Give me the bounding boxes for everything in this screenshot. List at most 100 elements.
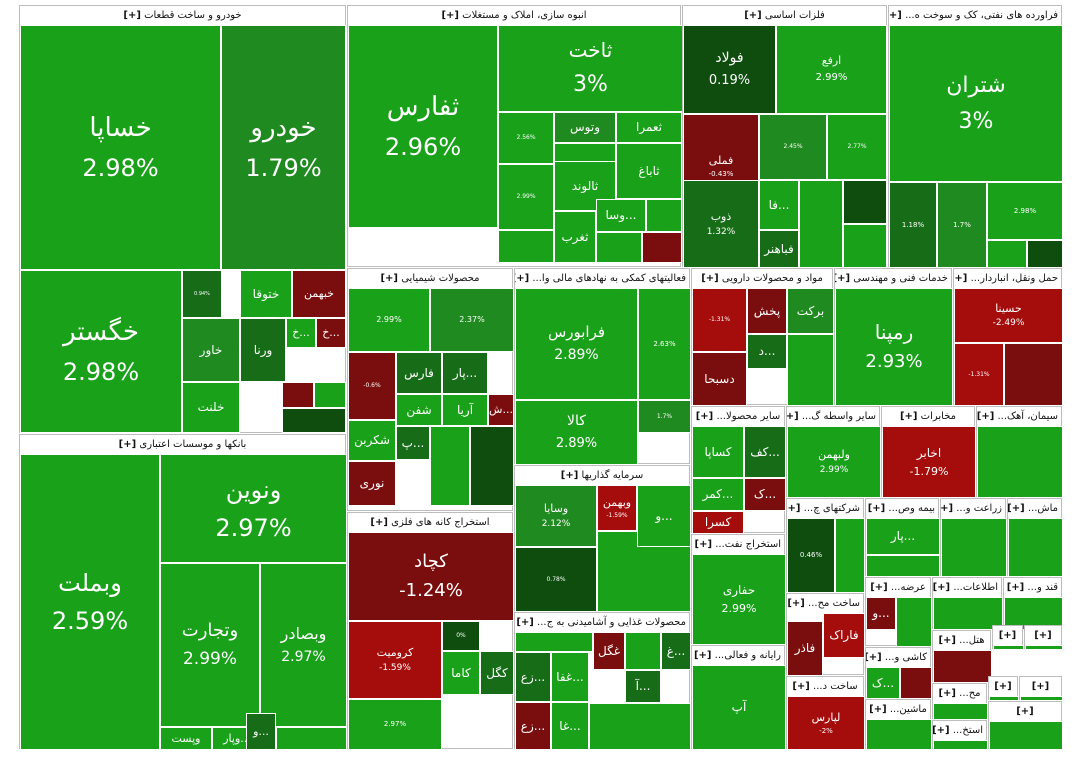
stock-tile[interactable]: خبهمن	[292, 270, 346, 318]
stock-tile[interactable]: کسرا	[692, 511, 744, 534]
expand-sector-button[interactable]: [+]	[869, 704, 887, 715]
expand-sector-button[interactable]: [+]	[1034, 630, 1052, 641]
stock-tile[interactable]: لپارس -2%	[787, 696, 865, 750]
stock-tile[interactable]: رمپنا 2.93%	[835, 288, 953, 406]
stock-tile[interactable]: ونوین 2.97%	[160, 454, 347, 563]
expand-sector-button[interactable]: [+]	[870, 582, 888, 593]
stock-tile[interactable]: فاراک	[823, 613, 865, 658]
stock-tile[interactable]: 2.97%	[348, 699, 442, 750]
expand-sector-button[interactable]: [+]	[954, 273, 968, 284]
expand-sector-button[interactable]: [+]	[866, 652, 882, 663]
stock-tile[interactable]: فرابورس 2.89%	[515, 288, 638, 400]
stock-tile[interactable]: فولاد 0.19%	[683, 25, 776, 114]
stock-tile[interactable]: 2.45%	[759, 114, 827, 180]
stock-tile[interactable]: وسا...	[596, 199, 646, 232]
expand-sector-button[interactable]: [+]	[744, 10, 762, 21]
stock-tile[interactable]: 2.99%	[498, 164, 554, 230]
expand-sector-button[interactable]: [+]	[694, 539, 713, 550]
expand-sector-button[interactable]: [+]	[370, 517, 388, 528]
expand-sector-button[interactable]: [+]	[560, 470, 579, 481]
expand-sector-button[interactable]: [+]	[1008, 503, 1025, 514]
expand-sector-button[interactable]: [+]	[1016, 706, 1034, 717]
stock-tile[interactable]: 2.63%	[638, 288, 691, 400]
stock-tile[interactable]: خ...	[286, 318, 316, 348]
stock-tile[interactable]: فارس	[396, 352, 442, 394]
stock-tile[interactable]: خودرو 1.79%	[221, 25, 346, 270]
stock-tile[interactable]: خگستر 2.98%	[20, 270, 182, 433]
stock-tile[interactable]: دسبحا	[692, 352, 747, 406]
stock-tile[interactable]: ثاباغ	[616, 143, 682, 199]
stock-tile[interactable]: کف...	[744, 426, 786, 478]
stock-tile[interactable]: 0.78%	[515, 547, 597, 612]
expand-sector-button[interactable]: [+]	[899, 411, 918, 422]
stock-tile[interactable]: پخش	[747, 288, 787, 334]
stock-tile[interactable]: وبهمن -1.59%	[597, 485, 637, 531]
stock-tile[interactable]: 2.37%	[430, 288, 514, 352]
expand-sector-button[interactable]: [+]	[118, 439, 137, 450]
stock-tile[interactable]: ختوقا	[240, 270, 292, 318]
stock-tile[interactable]: آپ	[692, 665, 786, 750]
stock-tile[interactable]: غگل	[593, 632, 625, 670]
expand-sector-button[interactable]: [+]	[994, 681, 1012, 692]
expand-sector-button[interactable]: [+]	[787, 503, 801, 514]
stock-tile[interactable]: حفاری 2.99%	[692, 554, 786, 645]
stock-tile[interactable]: -1.31%	[954, 343, 1004, 406]
stock-tile[interactable]: پ...	[396, 426, 430, 460]
expand-sector-button[interactable]: [+]	[977, 411, 995, 422]
stock-tile[interactable]: کگل	[480, 651, 514, 695]
expand-sector-button[interactable]: [+]	[1006, 582, 1025, 593]
stock-tile[interactable]: -1.31%	[692, 288, 747, 352]
stock-tile[interactable]: آریا	[442, 394, 488, 426]
stock-tile[interactable]: 0.46%	[787, 518, 835, 593]
stock-tile[interactable]: پار...	[442, 352, 488, 394]
stock-tile[interactable]: اخابر -1.79%	[882, 426, 976, 498]
stock-tile[interactable]: کچاد -1.24%	[348, 532, 514, 621]
stock-tile[interactable]: 2.98%	[987, 182, 1063, 240]
expand-sector-button[interactable]: [+]	[835, 273, 851, 284]
stock-tile[interactable]: شفن	[396, 394, 442, 426]
expand-sector-button[interactable]: [+]	[701, 273, 719, 284]
stock-tile[interactable]: 1.7%	[638, 400, 691, 433]
stock-tile[interactable]: زع...	[515, 702, 551, 750]
stock-tile[interactable]: و...	[866, 597, 896, 630]
stock-tile[interactable]: ک...	[744, 478, 786, 511]
stock-tile[interactable]: پار...	[866, 518, 940, 555]
stock-tile[interactable]: وبملت 2.59%	[20, 454, 160, 750]
stock-tile[interactable]: 1.7%	[937, 182, 987, 268]
expand-sector-button[interactable]: [+]	[889, 10, 902, 21]
expand-sector-button[interactable]: [+]	[441, 10, 459, 21]
stock-tile[interactable]: 0%	[442, 621, 480, 651]
stock-tile[interactable]: 1.18%	[889, 182, 937, 268]
stock-tile[interactable]: کرومیت -1.59%	[348, 621, 442, 699]
stock-tile[interactable]: د...	[747, 334, 787, 369]
expand-sector-button[interactable]: [+]	[941, 503, 954, 514]
stock-tile[interactable]: نوری	[348, 461, 396, 506]
expand-sector-button[interactable]: [+]	[998, 630, 1017, 641]
expand-sector-button[interactable]: [+]	[933, 725, 950, 736]
stock-tile[interactable]: شکربن	[348, 420, 396, 461]
expand-sector-button[interactable]: [+]	[516, 617, 534, 628]
stock-tile[interactable]: وبصادر 2.97%	[260, 563, 347, 727]
stock-tile[interactable]: زع...	[515, 652, 551, 702]
stock-tile[interactable]: ثاخت 3%	[498, 25, 683, 112]
stock-tile[interactable]: غفا...	[551, 652, 589, 702]
expand-sector-button[interactable]: [+]	[867, 503, 886, 514]
stock-tile[interactable]: 2.99%	[348, 288, 430, 352]
stock-tile[interactable]: غا...	[551, 702, 589, 750]
expand-sector-button[interactable]: [+]	[695, 411, 714, 422]
expand-sector-button[interactable]: [+]	[123, 10, 141, 21]
stock-tile[interactable]: برکت	[787, 288, 834, 334]
stock-tile[interactable]: ک...	[866, 667, 900, 699]
stock-tile[interactable]: ثعمرا	[616, 112, 682, 143]
stock-tile[interactable]: ثفارس 2.96%	[348, 25, 498, 228]
stock-tile[interactable]: شتران 3%	[889, 25, 1063, 182]
expand-sector-button[interactable]: [+]	[792, 681, 810, 692]
expand-sector-button[interactable]: [+]	[787, 411, 799, 422]
expand-sector-button[interactable]: [+]	[938, 688, 956, 699]
stock-tile[interactable]: غ...	[661, 632, 691, 670]
stock-tile[interactable]: خساپا 2.98%	[20, 25, 221, 270]
stock-tile[interactable]: فاذر	[787, 621, 823, 676]
stock-tile[interactable]: ورنا	[240, 318, 286, 382]
stock-tile[interactable]: کساپا	[692, 426, 744, 478]
stock-tile[interactable]: خاور	[182, 318, 240, 382]
